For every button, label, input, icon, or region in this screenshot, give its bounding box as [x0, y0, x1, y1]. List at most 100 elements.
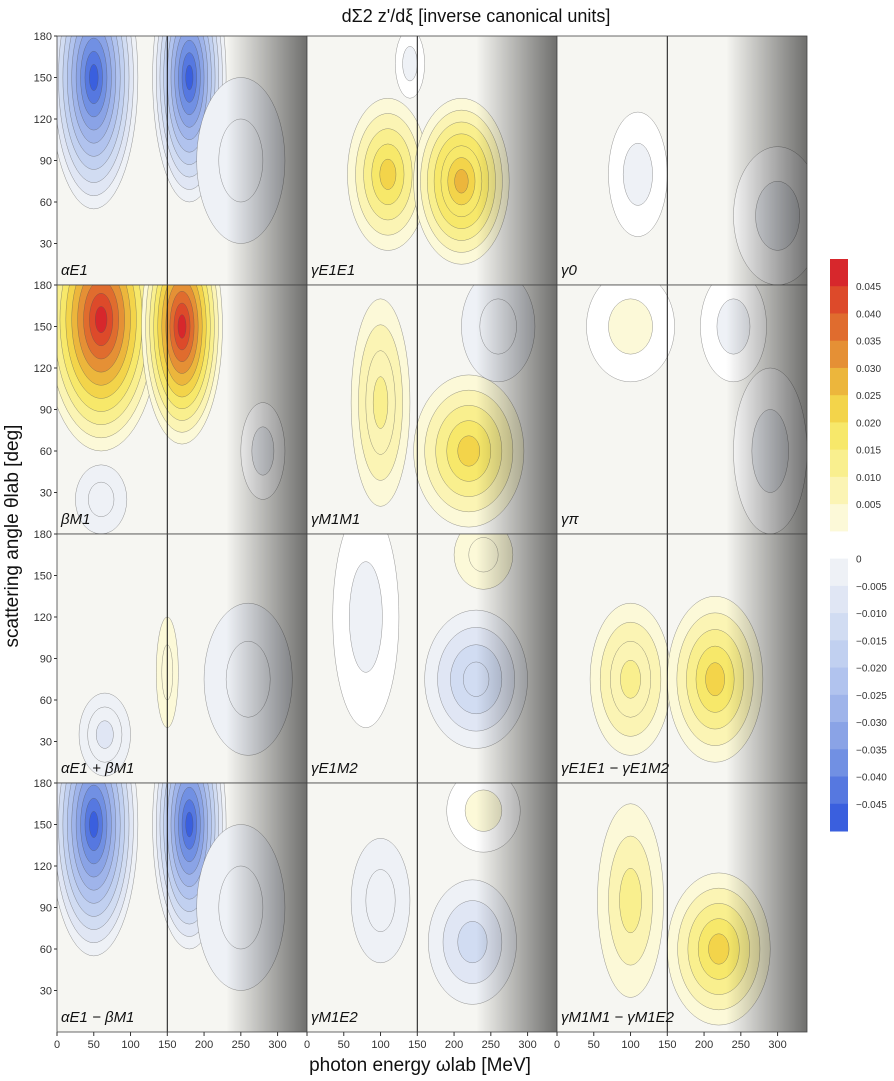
x-tick-label: 200 — [695, 1039, 713, 1051]
colorbar-tick-label: 0.035 — [856, 337, 881, 348]
y-tick-label: 60 — [40, 695, 52, 707]
panel-grid: αE1 γE1E1 γ0 βM1 γM1M1 γπ αE1 + βM1 γE1M2 γE1E1 … — [56, 35, 808, 1033]
colorbar-tick-label: 0.020 — [856, 418, 881, 429]
x-tick-label: 300 — [518, 1039, 536, 1051]
y-tick-label: 30 — [40, 986, 52, 998]
panel: γ0 — [556, 35, 808, 286]
colorbar-swatch — [830, 667, 848, 696]
y-axis-title: scattering angle θlab [deg] — [2, 425, 23, 648]
colorbar-swatch — [830, 776, 848, 805]
x-tick-label: 50 — [88, 1039, 100, 1051]
y-tick-label: 120 — [34, 612, 52, 624]
x-tick-label: 50 — [588, 1039, 600, 1051]
panel-label: γE1E1 − γE1M2 — [561, 760, 670, 777]
contour-level — [95, 720, 114, 749]
panel-contours — [597, 783, 807, 1032]
x-tick-label: 0 — [304, 1039, 310, 1051]
contour-level — [608, 298, 653, 355]
energy-shading — [726, 783, 807, 1032]
contour-level — [89, 64, 99, 91]
colorbar-swatch — [830, 367, 848, 396]
colorbar-swatch — [830, 722, 848, 750]
panel: γM1M1 − γM1E2 — [556, 782, 808, 1033]
colorbar-swatch — [830, 531, 848, 560]
contour-level — [705, 662, 725, 697]
colorbar-swatch — [830, 476, 848, 505]
panel-contours — [57, 285, 307, 534]
panel: γE1E1 — [306, 35, 558, 286]
panel-contours — [589, 534, 807, 783]
panel-label: γM1M1 − γM1E2 — [561, 1009, 675, 1026]
colorbar-swatch — [830, 504, 848, 532]
x-tick-label: 250 — [482, 1039, 500, 1051]
y-tick-label: 120 — [34, 861, 52, 873]
y-tick-label: 150 — [34, 820, 52, 832]
contour-level — [619, 868, 642, 934]
colorbar-tick-label: −0.025 — [856, 691, 887, 702]
panel-label: γM1M1 — [311, 511, 360, 528]
colorbar-tick-label: 0 — [856, 555, 862, 566]
y-tick-label: 60 — [40, 446, 52, 458]
contour-level — [185, 811, 194, 838]
x-tick-label: 200 — [195, 1039, 213, 1051]
contour-level — [379, 158, 397, 190]
energy-shading — [726, 36, 807, 285]
contour-level — [402, 46, 418, 82]
y-tick-label: 180 — [34, 529, 52, 541]
colorbar-tick-label: −0.045 — [856, 800, 887, 811]
y-tick-label: 150 — [34, 322, 52, 334]
colorbar-tick-label: 0.025 — [856, 391, 881, 402]
colorbar-tick-label: 0.030 — [856, 364, 881, 375]
energy-shading — [226, 36, 307, 285]
y-tick-label: 180 — [34, 778, 52, 790]
panel-contours — [608, 36, 807, 285]
contour-level — [454, 169, 469, 194]
contour-level — [620, 659, 641, 699]
x-tick-label: 50 — [338, 1039, 350, 1051]
colorbar-tick-label: 0.015 — [856, 446, 881, 457]
x-tick-label: 100 — [371, 1039, 389, 1051]
x-tick-label: 300 — [268, 1039, 286, 1051]
panel-label: γE1E1 — [311, 262, 355, 279]
y-tick-label: 30 — [40, 737, 52, 749]
x-tick-label: 150 — [658, 1039, 676, 1051]
contour-level — [94, 306, 108, 333]
x-tick-label: 150 — [158, 1039, 176, 1051]
contour-level — [88, 481, 115, 517]
y-tick-label: 180 — [34, 31, 52, 43]
panel-contours — [57, 783, 307, 1032]
colorbar-tick-label: −0.005 — [856, 582, 887, 593]
x-tick-label: 0 — [554, 1039, 560, 1051]
x-axis-title: photon energy ωlab [MeV] — [309, 1055, 531, 1076]
colorbar-swatch — [830, 694, 848, 723]
y-tick-label: 60 — [40, 944, 52, 956]
y-tick-label: 120 — [34, 114, 52, 126]
panel: γE1E1 − γE1M2 — [556, 533, 808, 784]
energy-shading — [226, 534, 307, 783]
colorbar-tick-label: −0.010 — [856, 609, 887, 620]
panel-label: γE1M2 — [311, 760, 358, 777]
panel-contours — [586, 285, 807, 534]
x-tick-label: 300 — [768, 1039, 786, 1051]
colorbar-swatch — [830, 558, 848, 587]
x-axis: 0 50 100 150 200 250 300 0 50 100 150 200 250 300 0 50 1… — [54, 1032, 787, 1051]
colorbar-swatch — [830, 395, 848, 423]
contour-level — [177, 314, 187, 339]
y-tick-label: 120 — [34, 363, 52, 375]
x-tick-label: 100 — [121, 1039, 139, 1051]
contour-level — [89, 811, 99, 838]
y-tick-label: 90 — [40, 654, 52, 666]
panel: γπ — [556, 284, 808, 535]
colorbar-swatch — [830, 585, 848, 614]
panel: γM1E2 — [306, 782, 558, 1033]
y-tick-label: 90 — [40, 156, 52, 168]
y-axis: 30 60 90 120 150 180 30 60 90 120 150 180 30 60 90 120 1… — [34, 31, 57, 998]
panel-contours — [350, 783, 557, 1032]
contour-level — [708, 933, 730, 965]
energy-shading — [226, 285, 307, 534]
y-tick-label: 60 — [40, 197, 52, 209]
y-tick-label: 150 — [34, 73, 52, 85]
x-tick-label: 250 — [232, 1039, 250, 1051]
colorbar-swatch — [830, 286, 848, 314]
colorbar-tick-label: 0.045 — [856, 282, 881, 293]
